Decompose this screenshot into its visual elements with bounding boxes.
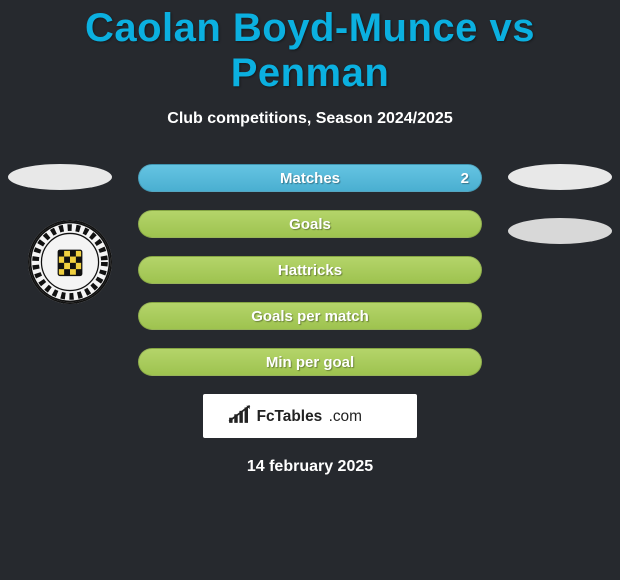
stat-label: Min per goal bbox=[266, 354, 354, 371]
club-badge bbox=[28, 220, 112, 304]
stat-row-hattricks: Hattricks bbox=[138, 256, 482, 284]
vs-word: vs bbox=[490, 6, 536, 50]
stat-label: Matches bbox=[280, 170, 340, 187]
svg-text:FcTables: FcTables bbox=[257, 408, 323, 425]
subtitle: Club competitions, Season 2024/2025 bbox=[0, 110, 620, 128]
svg-text:.com: .com bbox=[329, 408, 362, 425]
stat-label: Goals per match bbox=[251, 308, 369, 325]
stat-pill-column: Matches 2 Goals Hattricks Goals per matc… bbox=[138, 164, 482, 394]
snapshot-date: 14 february 2025 bbox=[0, 458, 620, 476]
flag-oval-right-mid bbox=[508, 218, 612, 244]
page-title: Caolan Boyd-Munce vs Penman bbox=[0, 0, 620, 96]
stat-row-min-per-goal: Min per goal bbox=[138, 348, 482, 376]
flag-oval-left bbox=[8, 164, 112, 190]
fctables-brand-box: FcTables .com bbox=[203, 394, 417, 438]
flag-oval-right-top bbox=[508, 164, 612, 190]
stat-label: Hattricks bbox=[278, 262, 342, 279]
stat-row-matches: Matches 2 bbox=[138, 164, 482, 192]
fctables-logo-icon: FcTables .com bbox=[224, 404, 395, 428]
stat-row-goals: Goals bbox=[138, 210, 482, 238]
stat-value-right: 2 bbox=[461, 170, 469, 187]
player-b-name: Penman bbox=[231, 51, 390, 95]
stat-row-goals-per-match: Goals per match bbox=[138, 302, 482, 330]
stat-label: Goals bbox=[289, 216, 331, 233]
player-a-name: Caolan Boyd-Munce bbox=[85, 6, 478, 50]
